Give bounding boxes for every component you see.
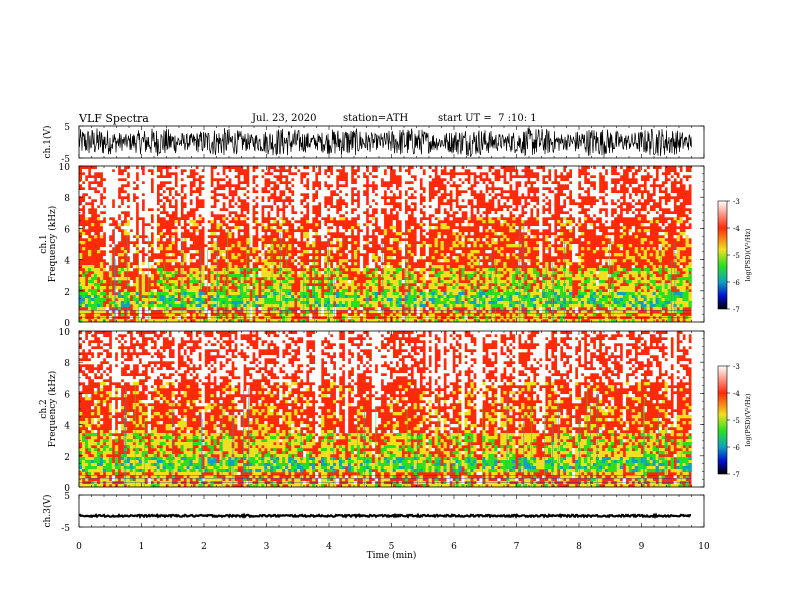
spectrogram-ch2 [78,331,692,488]
x-tick-label: 2 [201,542,207,552]
y-axis-label: Frequency (kHz) [47,371,58,448]
y-tick-label: 8 [64,359,70,369]
waveform-ch3 [78,512,692,519]
y-tick-label: 2 [64,453,70,463]
spectrogram-ch1 [79,166,692,323]
colorbar-gradient [717,200,728,310]
y-tick-label: 4 [64,257,70,267]
colorbar-1: -3 -4 -5 -6 -7 log(PSD)(V²/Hz) [717,198,752,314]
chart-title: VLF Spectra [79,112,149,125]
colorbar-tick-label: -5 [733,252,740,260]
x-tick-label: 9 [639,542,645,552]
colorbar-tick-label: -4 [733,225,740,233]
x-tick-label: 3 [264,542,270,552]
y-tick-label: 2 [64,288,70,298]
x-tick-label: 8 [576,542,582,552]
colorbar-tick-label: -6 [733,279,740,287]
x-tick-label: 6 [451,542,457,552]
waveform-ch1 [78,127,692,158]
colorbar-tick-label: -7 [733,471,740,479]
x-tick-label: 4 [326,542,332,552]
y-tick-label: -5 [61,155,70,165]
station-label: station=ATH [343,113,409,124]
y-axis-label: Frequency (kHz) [47,206,58,283]
y-tick-label: 0 [64,484,70,494]
colorbar-label: log(PSD)(V²/Hz) [744,228,752,281]
y-tick-label: 10 [59,328,71,338]
colorbar-2: -3 -4 -5 -6 -7 log(PSD)(V²/Hz) [717,363,752,479]
x-tick-label: 7 [514,542,520,552]
y-axis-label: ch.1(V) [42,126,53,159]
x-tick-label: 5 [389,542,395,552]
colorbar-tick-label: -3 [733,198,740,206]
x-tick-label: 0 [76,542,82,552]
y-tick-label: 10 [59,163,71,173]
colorbar-tick-label: -5 [733,417,740,425]
colorbar-gradient [717,365,728,475]
y-tick-label: 8 [64,194,70,204]
waveform-ch1-trace [78,127,692,158]
y-axis-label: ch.1 [39,234,49,253]
colorbar-tick-label: -6 [733,444,740,452]
colorbar-tick-label: -7 [733,306,740,314]
y-tick-label: 4 [64,422,70,432]
y-tick-label: 6 [64,225,70,235]
y-tick-label: 5 [64,492,70,502]
y-axis-label: ch.3(V) [42,495,53,528]
panel-frame-3 [78,494,705,528]
y-tick-label: 5 [64,123,70,133]
waveform-ch3-trace [78,512,692,519]
colorbar-tick-label: -4 [733,390,740,398]
y-tick-label: 6 [64,390,70,400]
colorbar-label: log(PSD)(V²/Hz) [744,393,752,446]
x-tick-label: 1 [139,542,145,552]
y-tick-label: -5 [61,524,70,534]
y-tick-label: 0 [64,319,70,329]
colorbar-tick-label: -3 [733,363,740,371]
x-tick-label: 10 [698,542,710,552]
date-label: Jul. 23, 2020 [252,113,317,124]
x-axis-label: Time (min) [367,550,417,561]
y-axis-label: ch.2 [39,399,49,418]
start-time-label: start UT = 7 :10: 1 [438,113,537,124]
